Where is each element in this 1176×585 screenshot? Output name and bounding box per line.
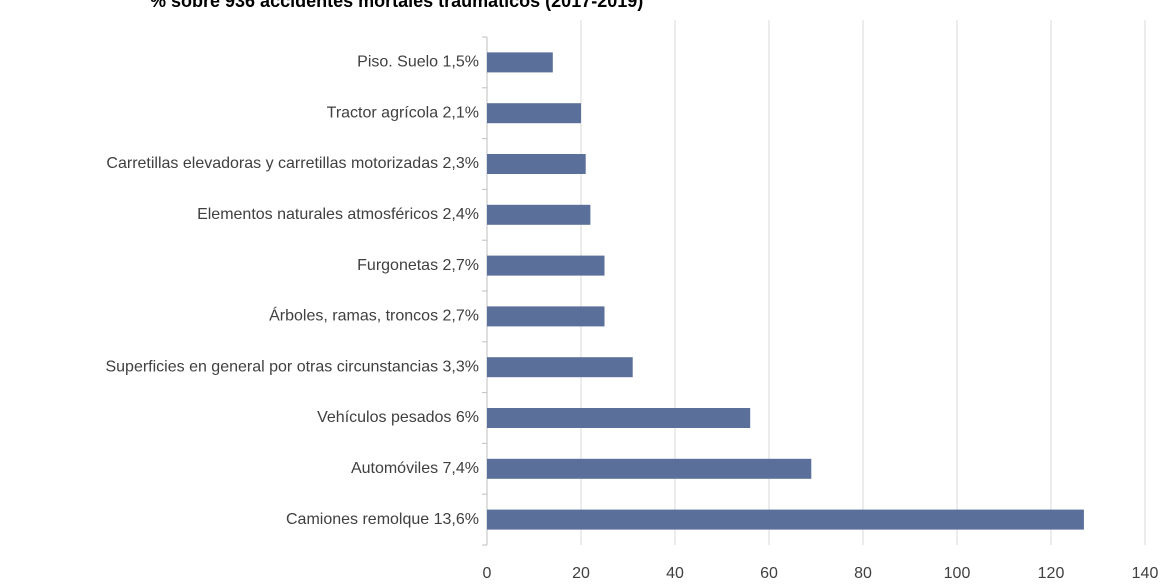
bar [487,408,751,428]
bar [487,103,581,124]
y-tick-label: Superficies en general por otras circuns… [105,358,479,375]
y-tick-label: Elementos naturales atmosféricos 2,4% [197,206,479,223]
y-tick-label: Árboles, ramas, troncos 2,7% [269,306,479,325]
bar [487,255,605,276]
x-tick-label: 140 [1132,565,1159,582]
x-tick-label: 40 [666,565,684,582]
x-tick-label: 20 [572,565,590,582]
y-tick-label: Tractor agrícola 2,1% [327,104,479,121]
x-tick-label: 120 [1038,565,1065,582]
y-tick-label: Vehículos pesados 6% [317,409,479,426]
bar [487,306,605,327]
x-tick-label: 100 [944,565,971,582]
y-tick-label: Furgonetas 2,7% [357,257,479,274]
chart-title: % sobre 936 accidentes mortales traumáti… [150,0,643,11]
x-tick-label: 0 [483,565,492,582]
x-tick-label: 80 [854,565,872,582]
bar [487,357,633,378]
x-tick-label: 60 [760,565,778,582]
y-tick-label: Camiones remolque 13,6% [286,511,479,528]
bar [487,509,1084,530]
y-tick-label: Automóviles 7,4% [351,460,479,477]
bar [487,204,591,225]
bar [487,154,586,174]
y-tick-label: Carretillas elevadoras y carretillas mot… [106,155,479,172]
bar [487,52,553,73]
y-tick-label: Piso. Suelo 1,5% [357,54,479,71]
bar [487,458,812,479]
